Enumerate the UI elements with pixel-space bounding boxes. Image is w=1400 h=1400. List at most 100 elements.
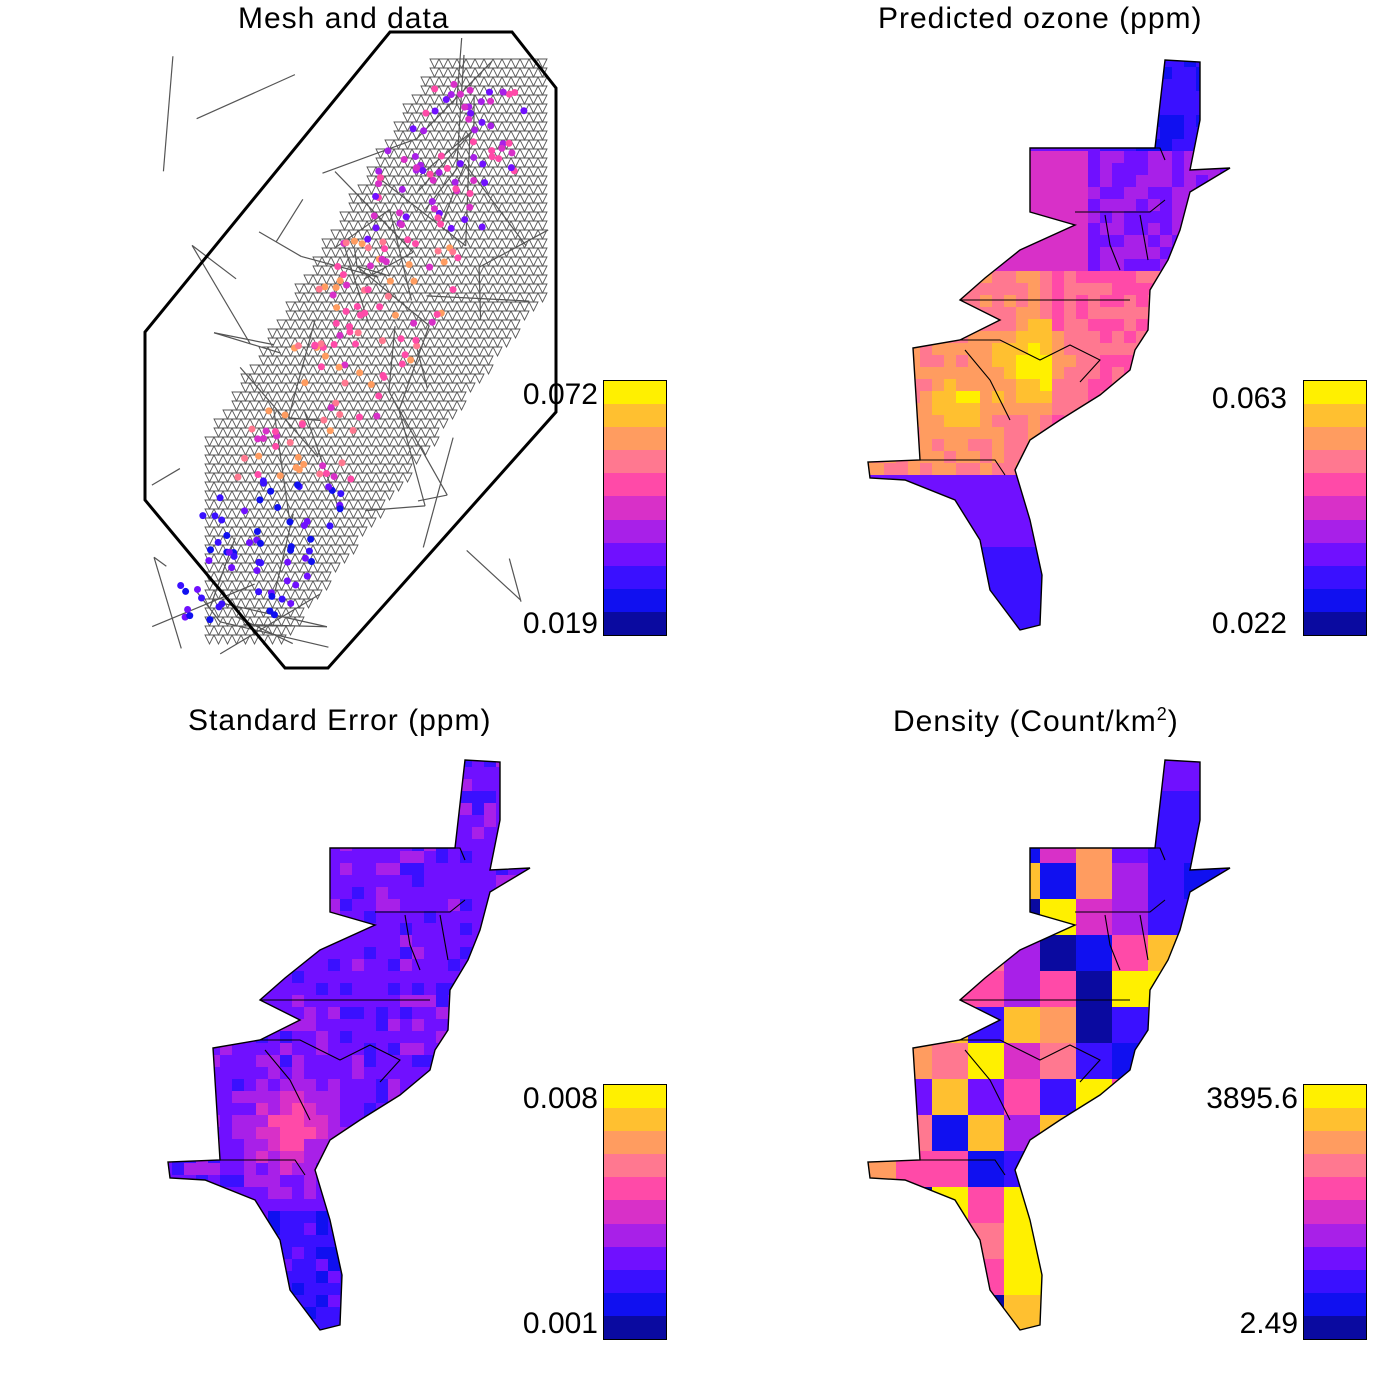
monitor-point bbox=[248, 425, 256, 433]
monitor-point bbox=[336, 505, 344, 513]
legend-min-label: 0.001 bbox=[522, 1307, 598, 1340]
monitor-point bbox=[412, 240, 420, 248]
monitor-point bbox=[485, 88, 493, 96]
monitor-point bbox=[257, 559, 265, 567]
monitor-point bbox=[230, 552, 238, 560]
monitor-point bbox=[466, 86, 474, 94]
monitor-point bbox=[186, 612, 194, 620]
title-end: ) bbox=[1167, 705, 1179, 738]
monitor-point bbox=[301, 379, 309, 387]
legend-max-label: 0.008 bbox=[522, 1082, 598, 1115]
monitor-point bbox=[256, 539, 264, 547]
monitor-point bbox=[358, 240, 366, 248]
coastline-outline bbox=[867, 759, 1231, 1331]
monitor-point bbox=[508, 149, 516, 157]
monitor-point bbox=[322, 470, 330, 478]
monitor-point bbox=[498, 144, 506, 152]
monitor-point bbox=[449, 286, 457, 294]
monitor-point bbox=[407, 356, 415, 364]
panel-ozone: Predicted ozone (ppm) 0.063 0.022 bbox=[700, 0, 1400, 700]
monitor-point bbox=[488, 153, 496, 161]
panel-se: Standard Error (ppm) 0.008 0.001 bbox=[0, 700, 700, 1400]
monitor-point bbox=[345, 323, 353, 331]
monitor-point bbox=[364, 235, 372, 243]
monitor-point bbox=[332, 284, 340, 292]
mesh-map bbox=[143, 30, 558, 670]
monitor-point bbox=[329, 291, 337, 299]
monitor-point bbox=[353, 302, 361, 310]
monitor-point bbox=[336, 277, 344, 285]
monitor-point bbox=[402, 213, 410, 221]
monitor-point bbox=[410, 277, 418, 285]
monitor-point bbox=[298, 421, 306, 429]
state-border bbox=[1139, 214, 1149, 261]
monitor-point bbox=[241, 507, 249, 515]
monitor-point bbox=[274, 503, 282, 511]
legend-min-label: 0.019 bbox=[522, 607, 598, 640]
monitor-point bbox=[321, 283, 329, 291]
monitor-point bbox=[384, 147, 392, 155]
monitor-point bbox=[301, 554, 309, 562]
monitor-point bbox=[495, 155, 503, 163]
monitor-point bbox=[411, 153, 419, 161]
monitor-point bbox=[317, 363, 325, 371]
monitor-point bbox=[505, 139, 513, 147]
monitor-point bbox=[262, 427, 270, 435]
se-map bbox=[167, 759, 531, 1331]
monitor-point bbox=[420, 127, 428, 135]
monitor-point bbox=[435, 168, 443, 176]
monitor-point bbox=[341, 361, 349, 369]
monitor-point bbox=[259, 434, 267, 442]
monitor-point bbox=[378, 337, 386, 345]
title-superscript: 2 bbox=[1156, 704, 1168, 724]
monitor-point bbox=[352, 340, 360, 348]
monitor-point bbox=[184, 606, 192, 614]
monitor-point bbox=[338, 459, 346, 467]
monitor-point bbox=[478, 223, 486, 231]
monitor-point bbox=[373, 412, 381, 420]
state-border bbox=[960, 339, 1101, 383]
monitor-point bbox=[286, 438, 294, 446]
monitor-point bbox=[375, 180, 383, 188]
monitor-point bbox=[332, 319, 340, 327]
monitor-point bbox=[268, 592, 276, 600]
state-map bbox=[867, 59, 1231, 631]
monitor-point bbox=[198, 594, 206, 602]
state-border bbox=[264, 1049, 311, 1121]
monitor-point bbox=[430, 205, 438, 213]
monitor-point bbox=[336, 410, 344, 418]
monitor-point bbox=[341, 379, 349, 387]
monitor-point bbox=[384, 292, 392, 300]
monitor-point bbox=[283, 577, 291, 585]
monitor-point bbox=[326, 427, 334, 435]
monitor-point bbox=[355, 413, 363, 421]
monitor-point bbox=[426, 263, 434, 271]
monitor-point bbox=[376, 303, 384, 311]
monitor-point bbox=[342, 239, 350, 247]
monitor-point bbox=[287, 543, 295, 551]
state-border bbox=[375, 899, 466, 913]
state-border bbox=[960, 1039, 1101, 1083]
monitor-point bbox=[311, 341, 319, 349]
monitor-point bbox=[456, 90, 464, 98]
monitor-point bbox=[327, 404, 335, 412]
monitor-point bbox=[333, 304, 341, 312]
monitor-point bbox=[461, 103, 469, 111]
monitor-point bbox=[206, 616, 214, 624]
state-border bbox=[260, 1039, 401, 1083]
monitor-point bbox=[366, 262, 374, 270]
state-border bbox=[964, 349, 1011, 421]
monitor-point bbox=[419, 166, 427, 174]
monitor-point bbox=[321, 352, 329, 360]
monitor-point bbox=[303, 572, 311, 580]
monitor-point bbox=[433, 310, 441, 318]
monitor-point bbox=[454, 254, 462, 262]
monitor-point bbox=[214, 538, 222, 546]
monitor-point bbox=[422, 109, 430, 117]
state-border bbox=[330, 847, 466, 861]
monitor-point bbox=[307, 535, 315, 543]
panel-title: Standard Error (ppm) bbox=[188, 704, 492, 737]
state-border bbox=[920, 1159, 1006, 1176]
coastline-outline bbox=[867, 59, 1231, 631]
monitor-point bbox=[317, 340, 325, 348]
